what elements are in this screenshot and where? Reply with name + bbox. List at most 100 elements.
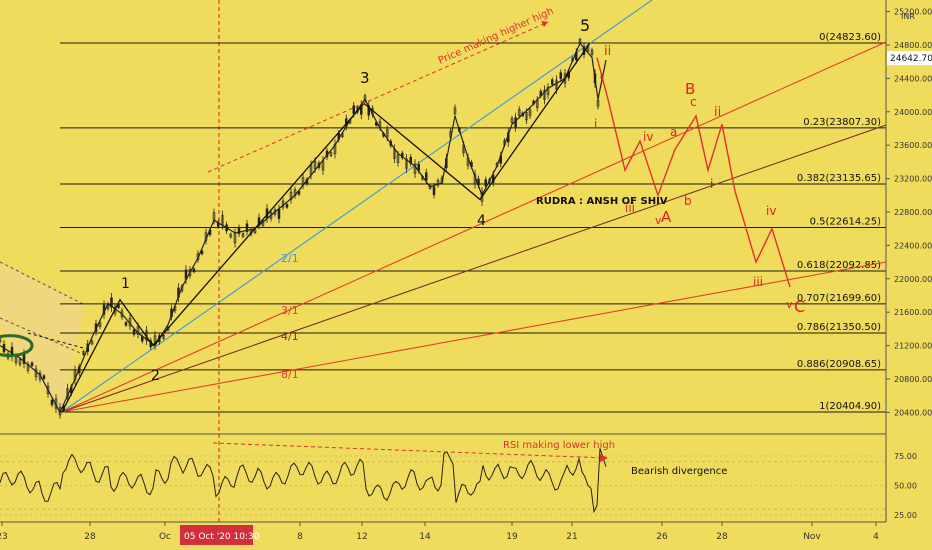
candle-body <box>317 162 321 168</box>
fib-level-label: 0.23(23807.30) <box>803 117 881 128</box>
time-tick-label: 8 <box>297 532 303 542</box>
candle-body <box>521 112 525 117</box>
candle-body <box>132 329 136 335</box>
candle-body <box>378 121 382 128</box>
channel-line-top <box>0 261 86 306</box>
proj-label-ii-2: ii <box>714 105 721 120</box>
candle-body <box>301 177 305 186</box>
candle-body <box>507 132 510 143</box>
candle-body <box>86 343 89 352</box>
candle-body <box>22 353 26 364</box>
candle-body <box>208 229 212 235</box>
candle-body <box>484 179 487 187</box>
candle-body <box>473 174 477 185</box>
candle-body <box>596 99 600 107</box>
time-marker-label: 05 Oct '20 10:30 <box>184 532 260 542</box>
candle-body <box>445 158 448 169</box>
proj-label-C: C <box>794 297 805 316</box>
wave-path <box>61 42 591 413</box>
candle-body <box>409 156 412 164</box>
candle-body <box>289 191 293 201</box>
wave-label-4: 4 <box>477 213 486 229</box>
candle-body <box>221 215 224 226</box>
candle-body <box>578 38 582 43</box>
rsi-trend-line <box>212 442 607 459</box>
price-axis-ticks: 25200.00 24800.00 24400.00 24000.00 23600.00… <box>886 8 932 520</box>
price-tick-label: 20400.00 <box>894 408 932 417</box>
candle-body <box>417 164 420 171</box>
wave-label-1: 1 <box>121 276 130 292</box>
candle-body <box>428 185 432 189</box>
fan-line-8-1 <box>61 261 886 413</box>
fan-label-4-1: 4/1 <box>281 330 299 343</box>
fib-level-label: 0.5(22614.25) <box>810 217 882 228</box>
candle-body <box>575 51 578 61</box>
elliott-wave-structure <box>27 42 591 413</box>
candle-body <box>396 154 400 163</box>
candle-body <box>98 321 102 327</box>
candle-body <box>233 233 237 244</box>
price-tick-label: 21200.00 <box>894 342 932 351</box>
fan-line-2-1 <box>61 0 653 413</box>
candle-body <box>94 323 98 332</box>
candle-body <box>440 177 444 183</box>
proj-label-iii: iii <box>625 201 635 215</box>
candle-body <box>480 191 484 202</box>
candle-body <box>367 105 370 116</box>
candle-body <box>510 117 514 123</box>
time-tick-label: 21 <box>566 532 577 542</box>
fan-label-8-1: 8/1 <box>281 368 299 381</box>
rsi-line <box>0 448 607 514</box>
time-marker-badge <box>180 525 253 545</box>
time-tick-label: 28 <box>84 532 96 542</box>
wave-label-3: 3 <box>360 69 370 87</box>
candle-body <box>117 304 120 308</box>
candle-body <box>277 208 281 219</box>
candle-body <box>514 117 517 128</box>
current-price-label: 24642.70 <box>890 54 932 64</box>
candle-body <box>46 385 50 395</box>
candle-body <box>200 250 204 255</box>
proj-label-iv: iv <box>643 130 653 144</box>
candle-body <box>261 220 265 226</box>
candle-body <box>216 221 220 227</box>
price-tick-label: 23600.00 <box>894 141 932 150</box>
fan-line-4-1 <box>61 124 886 413</box>
candle-body <box>563 73 567 84</box>
candle-body <box>78 366 81 374</box>
candle-body <box>477 178 480 186</box>
proj-label-v-2: v <box>786 298 793 311</box>
time-tick-label: 14 <box>419 532 431 542</box>
time-axis[interactable] <box>0 522 932 550</box>
candle-body <box>546 86 550 96</box>
time-tick-label: 23 <box>0 532 8 542</box>
price-axis[interactable] <box>886 0 932 532</box>
fib-level-label: 0(24823.60) <box>819 32 881 43</box>
fib-level-label: 0.886(20908.65) <box>797 359 881 370</box>
candle-body <box>425 172 428 181</box>
price-tick-label: 24000.00 <box>894 108 932 117</box>
candle-body <box>413 163 417 174</box>
candle-body <box>382 133 385 137</box>
fib-level-label: 0.786(21350.50) <box>797 322 881 333</box>
wave-label-2: 2 <box>151 368 160 384</box>
candle-body <box>0 338 2 343</box>
price-tick-label: 21600.00 <box>894 308 932 317</box>
candle-body <box>204 232 208 241</box>
candle-body <box>188 269 192 276</box>
candle-body <box>153 335 157 346</box>
fibonacci-levels: 0(24823.60) 0.23(23807.30) 0.382(23135.65)… <box>60 32 886 413</box>
time-tick-label: Nov <box>803 532 821 542</box>
candle-body <box>257 217 261 226</box>
candle-body <box>128 318 132 327</box>
candle-body <box>385 129 389 138</box>
candle-body <box>162 335 165 339</box>
candle-body <box>555 79 558 90</box>
candle-body <box>120 310 124 318</box>
candle-body <box>58 406 62 416</box>
candle-body <box>34 368 38 377</box>
candle-body <box>329 152 333 156</box>
fib-level-label: 0.707(21699.60) <box>797 293 881 304</box>
